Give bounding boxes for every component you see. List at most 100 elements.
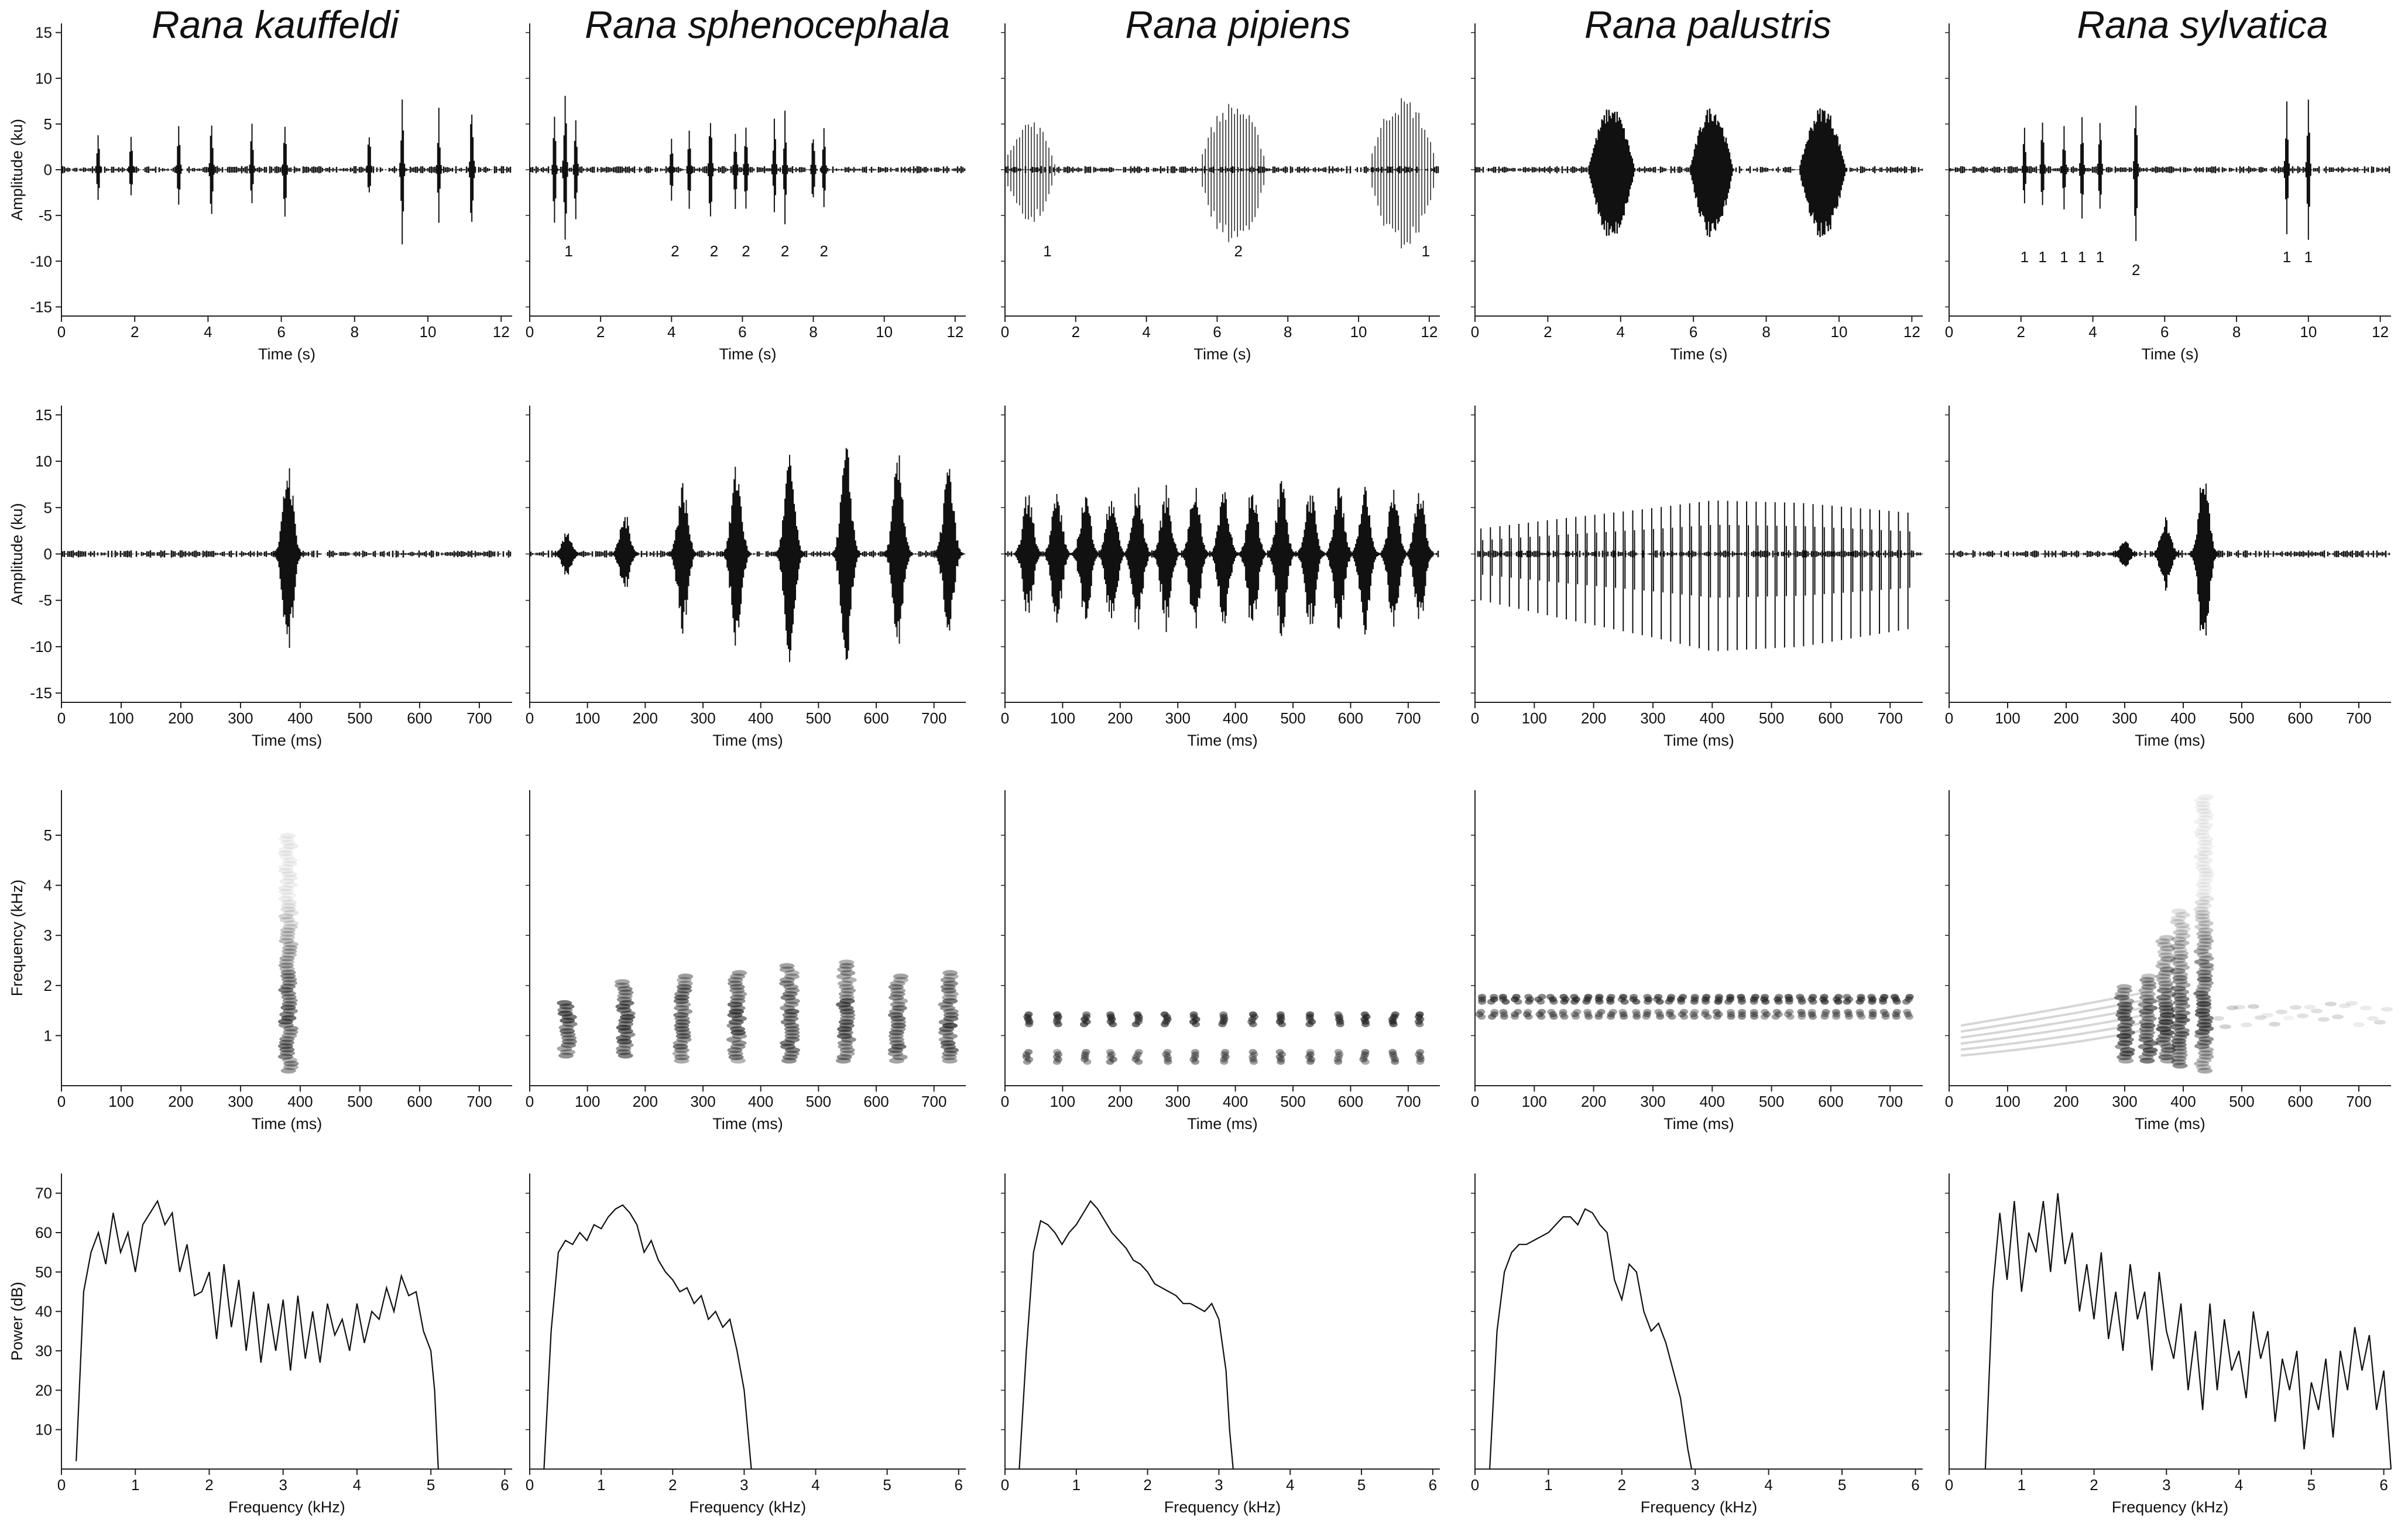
x-tick-label: 4 [667, 323, 675, 341]
spectrogram-cell [1737, 994, 1745, 1000]
x-tick-label: 5 [1838, 1476, 1846, 1494]
spectrogram-cell [1680, 1008, 1689, 1015]
x-tick-label: 0 [1001, 1476, 1009, 1494]
spectrogram-cell [783, 984, 799, 990]
x-tick-label: 100 [1995, 709, 2020, 727]
spectrogram-cell [2172, 961, 2188, 967]
x-tick-label: 10 [1830, 323, 1847, 341]
spectrogram-cell [2297, 1013, 2308, 1018]
spectrogram-cell [729, 984, 745, 990]
x-tick-label: 300 [2112, 1093, 2137, 1110]
spectrogram-cell [1727, 1011, 1735, 1018]
spectrogram-cell [1642, 1011, 1651, 1018]
spectrogram-cell [730, 1044, 746, 1050]
spectrogram-cell [282, 860, 298, 867]
x-tick-label: 100 [1522, 1093, 1547, 1110]
spectrogram-cell [2175, 933, 2191, 939]
spectrogram-cell [1868, 1011, 1877, 1018]
x-tick-label: 4 [1286, 1476, 1294, 1494]
pulse [571, 120, 580, 219]
y-tick-label: 15 [35, 24, 52, 42]
y-tick-label: -5 [39, 207, 52, 224]
pulse-type-label: 1 [2096, 248, 2104, 266]
title-rana-kauffeldi: Rana kauffeldi [152, 3, 399, 46]
spectrogram-cell [1857, 1014, 1866, 1020]
spectrogram-cell [1654, 1008, 1663, 1015]
spectrogram-cell [2194, 829, 2210, 835]
x-tick-label: 700 [1878, 1093, 1903, 1110]
x-tick-label: 12 [1903, 323, 1920, 341]
panel-spectrogram-2: 0 100 200 300 400 500 600 700 Time (ms) [526, 790, 966, 1133]
spectrogram-cell [1890, 994, 1899, 1000]
x-tick-label: 400 [748, 1093, 773, 1110]
spectrogram-cell [280, 927, 296, 934]
spectrogram-cell [784, 1008, 800, 1015]
spectrogram-cell [675, 1019, 691, 1025]
spectrogram-cell [2241, 1022, 2252, 1028]
pulse [551, 533, 584, 575]
spectrogram-cell [2197, 1039, 2213, 1046]
pulse [1208, 492, 1240, 624]
x-tick-label: 8 [1284, 323, 1292, 341]
y-tick-label: 10 [35, 1421, 52, 1439]
spectrogram-cell [1107, 1051, 1116, 1058]
pulse [685, 131, 694, 209]
spectrogram-cell [283, 881, 299, 888]
spectrogram-cell [1498, 994, 1507, 1000]
spectrogram-cell [1712, 1008, 1721, 1015]
spectrogram-cell [1024, 1049, 1033, 1055]
x-tick-label: 2 [1143, 1476, 1151, 1494]
spectrogram-cell [2138, 1033, 2154, 1039]
spectrogram-cell [1391, 1059, 1399, 1065]
spectrogram-cell [1868, 1014, 1877, 1020]
spectrogram-cell [2374, 1020, 2386, 1025]
spectrogram-cell [1477, 994, 1486, 1000]
spectrogram-cell [2170, 1059, 2186, 1065]
spectrogram-cell [2172, 1052, 2188, 1058]
spectrogram-cell [1549, 1014, 1558, 1020]
spectrogram-cell [1867, 994, 1876, 1000]
spectrogram-cell [560, 1049, 575, 1055]
spectrogram-cell [2156, 977, 2172, 983]
spectrogram-cell [1500, 1011, 1508, 1018]
spectrogram-cell [1025, 1056, 1034, 1063]
spectrogram-cell [1843, 994, 1851, 1000]
power-spectrum-line [543, 1204, 752, 1470]
spectrogram-cell [1831, 1008, 1840, 1015]
spectrogram-cell [1334, 1059, 1343, 1065]
spectrogram-cell [278, 867, 294, 874]
pulse [2109, 541, 2141, 567]
spectrogram-cell [283, 1064, 299, 1070]
spectrogram-cell [784, 1037, 800, 1043]
spectrogram-cell [2139, 994, 2155, 1001]
y-tick-label: 10 [35, 452, 52, 470]
spectrogram-cell [2117, 984, 2132, 990]
x-tick-label: 200 [1107, 1093, 1133, 1110]
x-tick-label: 400 [2170, 709, 2196, 727]
spectrogram-cell [279, 853, 294, 860]
spectrogram-cell [279, 934, 295, 941]
spectrogram-cell [1573, 1008, 1582, 1015]
spectrogram-cell [1903, 1011, 1912, 1018]
spectrogram-cell [282, 976, 297, 983]
y-tick-label: 20 [35, 1381, 52, 1399]
spectrogram-cell [2346, 1001, 2358, 1006]
spectrogram-cell [2158, 1054, 2174, 1061]
spectrogram-cell [1163, 1054, 1172, 1060]
spectrogram-cell [1023, 1059, 1031, 1065]
spectrogram-cell [1607, 1011, 1615, 1018]
spectrogram-cell [615, 979, 630, 985]
spectrogram-cell [279, 846, 294, 853]
y-axis-label: Amplitude (ku) [8, 119, 26, 221]
spectrogram-cell [1797, 1008, 1806, 1015]
spectrogram-cell [2198, 955, 2214, 962]
x-tick-label: 300 [1165, 709, 1191, 727]
spectrogram-cell [2198, 1050, 2214, 1056]
x-tick-label: 600 [1818, 709, 1843, 727]
spectrogram-cell [892, 1054, 908, 1061]
spectrogram-cell [1845, 996, 1854, 1003]
spectrogram-cell [278, 913, 294, 919]
spectrogram-cell [1109, 1056, 1117, 1063]
spectrogram-cell [1760, 1014, 1769, 1020]
